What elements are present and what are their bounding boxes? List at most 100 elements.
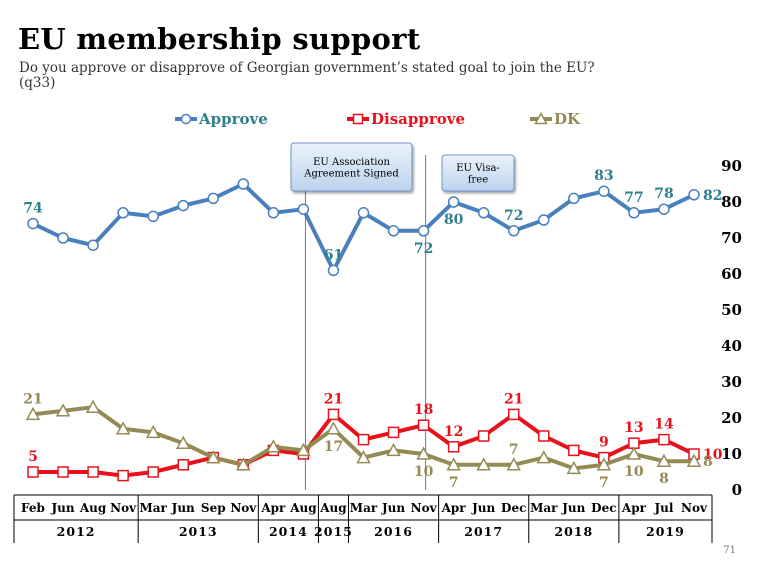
page-number: 71	[723, 545, 736, 556]
circle-marker-icon	[177, 199, 189, 212]
circle-marker-icon	[658, 203, 670, 215]
circle-marker-icon	[598, 185, 610, 197]
square-marker-icon	[357, 433, 370, 446]
triangle-marker-icon	[596, 457, 612, 471]
square-marker-icon	[538, 430, 550, 442]
x-tick-label: Mar	[350, 501, 378, 515]
circle-marker-icon	[538, 214, 550, 226]
triangle-marker-icon	[686, 453, 702, 467]
square-marker-icon	[507, 408, 520, 421]
x-tick-label: Jun	[381, 501, 405, 515]
square-marker-icon	[387, 426, 400, 439]
x-tick-label: Feb	[21, 501, 45, 515]
y-tick-label: 10	[721, 445, 742, 463]
data-label: 13	[624, 420, 643, 436]
x-tick-label: Dec	[591, 501, 616, 515]
circle-marker-icon	[180, 113, 192, 125]
square-marker-icon	[658, 433, 670, 446]
triangle-marker-icon	[326, 421, 341, 435]
x-tick-label: Nov	[411, 501, 438, 515]
circle-marker-icon	[357, 207, 370, 219]
data-label: 7	[449, 475, 459, 491]
data-label: 80	[444, 212, 464, 228]
annotation-text: EU Association	[313, 157, 390, 168]
x-tick-label: Nov	[681, 501, 708, 515]
data-label: 9	[599, 435, 609, 451]
y-tick-label: 40	[721, 337, 742, 355]
triangle-marker-icon	[175, 435, 191, 449]
year-label: 2013	[179, 524, 218, 539]
legend: Approve Disapprove DK	[175, 110, 581, 128]
circle-marker-icon	[57, 232, 69, 244]
square-marker-icon	[87, 466, 99, 478]
year-label: 2019	[646, 524, 685, 539]
annotation-text: Agreement Signed	[303, 168, 399, 179]
circle-marker-icon	[267, 207, 280, 219]
x-tick-label: Jul	[653, 501, 673, 515]
y-tick-label: 90	[721, 157, 742, 175]
circle-marker-icon	[87, 239, 99, 251]
data-label: 61	[324, 247, 343, 263]
data-label: 12	[444, 424, 463, 440]
annotation-text: EU Visa-	[456, 163, 500, 174]
circle-marker-icon	[507, 225, 520, 237]
triangle-marker-icon	[416, 446, 431, 460]
triangle-marker-icon	[566, 460, 582, 475]
triangle-marker-icon	[534, 111, 548, 125]
page-subtitle: Do you approve or disapprove of Georgian…	[19, 60, 595, 91]
x-axis: Feb Jun Aug Nov Mar Jun Sep Nov Apr Aug Aug Mar Jun N…	[13, 494, 713, 543]
square-marker-icon	[27, 466, 39, 478]
triangle-marker-icon	[55, 403, 71, 417]
circle-marker-icon	[27, 217, 39, 230]
x-tick-label: Mar	[530, 501, 558, 515]
circle-marker-icon	[628, 207, 640, 219]
annotation-box	[290, 142, 413, 192]
series-dk: 21 17 10 7 7 7 10 8 8	[23, 391, 712, 490]
x-tick-label: Apr	[621, 501, 647, 515]
square-marker-icon	[417, 419, 430, 431]
data-label: 7	[509, 442, 519, 458]
triangle-marker-icon	[506, 457, 521, 471]
data-label: 21	[324, 391, 343, 407]
data-label: 72	[414, 241, 433, 257]
circle-marker-icon	[237, 178, 250, 190]
data-label: 21	[504, 391, 523, 407]
data-label: 83	[594, 168, 613, 184]
year-label: 2017	[464, 524, 503, 539]
data-label: 77	[624, 190, 643, 206]
square-marker-icon	[447, 441, 460, 453]
data-label: 7	[599, 475, 609, 491]
y-tick-label: 50	[721, 301, 742, 319]
triangle-marker-icon	[85, 399, 101, 413]
circle-marker-icon	[417, 225, 430, 237]
series-disapprove: 5 21 18 12 21 9 13 14 10	[27, 391, 723, 482]
y-tick-label: 0	[732, 481, 742, 499]
legend-label: Approve	[198, 110, 268, 128]
data-label: 21	[23, 391, 42, 407]
x-tick-label: Apr	[260, 501, 286, 515]
data-label: 8	[659, 471, 669, 487]
year-label: 2018	[554, 524, 593, 539]
triangle-marker-icon	[476, 457, 491, 471]
triangle-marker-icon	[386, 442, 401, 457]
page-title: EU membership support	[18, 22, 421, 56]
data-label: 18	[414, 402, 433, 418]
circle-marker-icon	[688, 189, 700, 201]
square-marker-icon	[57, 466, 69, 478]
y-tick-label: 80	[721, 193, 742, 211]
legend-label: Disapprove	[371, 110, 465, 128]
circle-marker-icon	[117, 207, 129, 219]
circle-marker-icon	[387, 225, 400, 237]
triangle-marker-icon	[206, 450, 221, 464]
triangle-marker-icon	[356, 450, 371, 464]
square-marker-icon	[177, 459, 189, 471]
x-tick-label: Aug	[79, 501, 107, 515]
data-label: 5	[28, 449, 38, 465]
circle-marker-icon	[297, 203, 310, 215]
x-tick-label: Jun	[471, 501, 495, 515]
square-marker-icon	[327, 408, 340, 421]
triangle-marker-icon	[236, 457, 251, 471]
